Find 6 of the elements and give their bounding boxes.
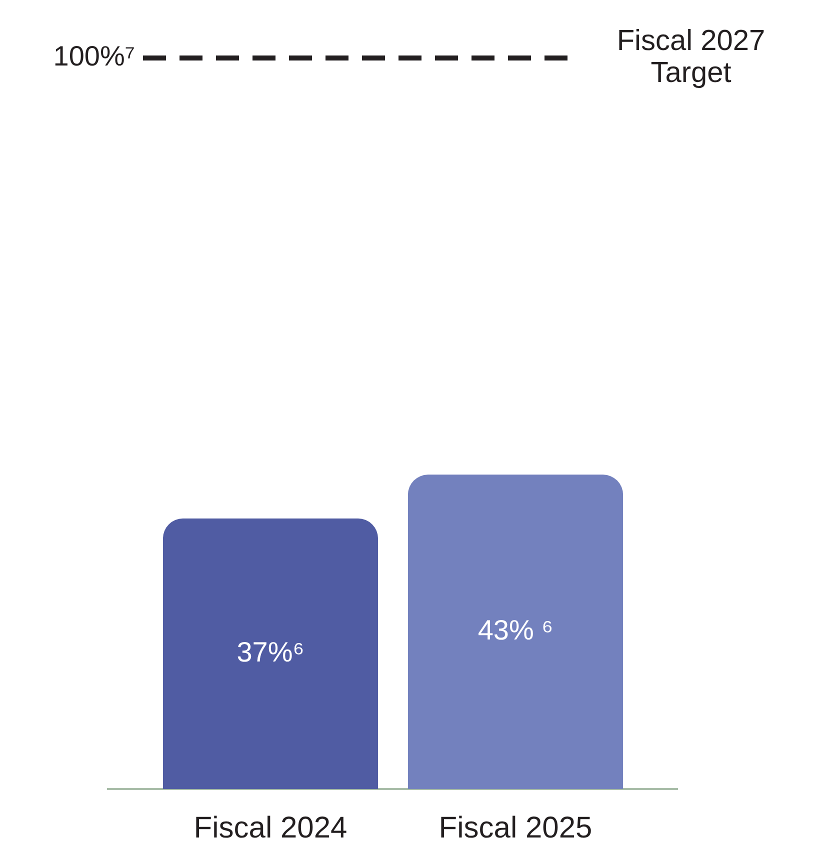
ref-line-label: Fiscal 2027 Target [616,25,766,89]
x-tick-label: Fiscal 2025 [438,811,592,844]
x-tick-label: Fiscal 2024 [194,811,348,844]
y-tick-label: 100%⁷ [53,40,135,72]
data-label: 37%⁶ [236,636,304,668]
data-label: 43% ⁶ [478,614,554,646]
